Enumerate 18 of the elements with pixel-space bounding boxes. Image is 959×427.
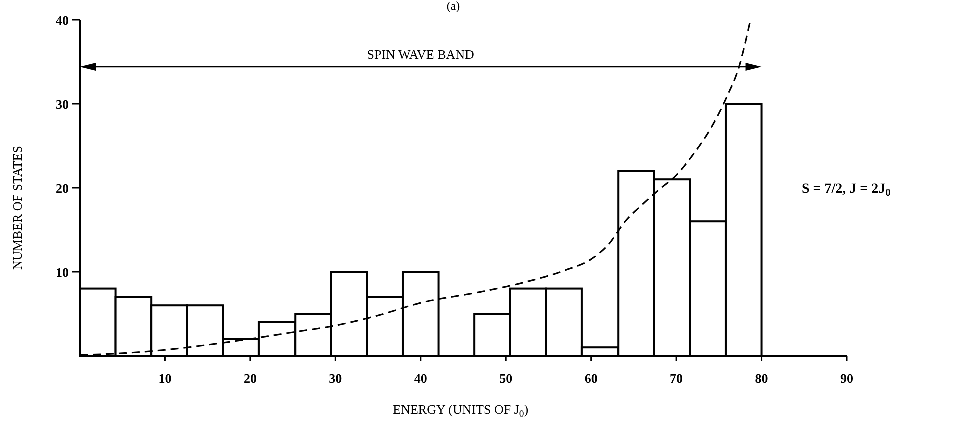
x-tick-label: 40 [414,371,428,386]
y-tick-label: 10 [56,265,69,280]
x-tick-label: 10 [158,371,172,386]
y-tick-label: 30 [56,97,69,112]
x-tick-label: 60 [584,371,598,386]
x-tick-label: 80 [755,371,768,386]
x-tick-label: 20 [244,371,257,386]
y-tick-label: 40 [56,13,69,28]
x-tick-label: 90 [840,371,854,386]
annotation: SPIN WAVE BAND [367,47,474,62]
y-tick-label: 20 [56,181,69,196]
x-tick-label: 70 [670,371,684,386]
x-tick-label: 50 [500,371,513,386]
y-axis-title: NUMBER OF STATES [10,146,25,270]
annotation: S = 7/2, J = 2J$_{0}$ [802,182,891,200]
x-axis-title: ENERGY (UNITS OF J$_{0}$) [393,402,529,420]
chart-title: (a) [446,0,460,13]
x-tick-label: 30 [329,371,342,386]
